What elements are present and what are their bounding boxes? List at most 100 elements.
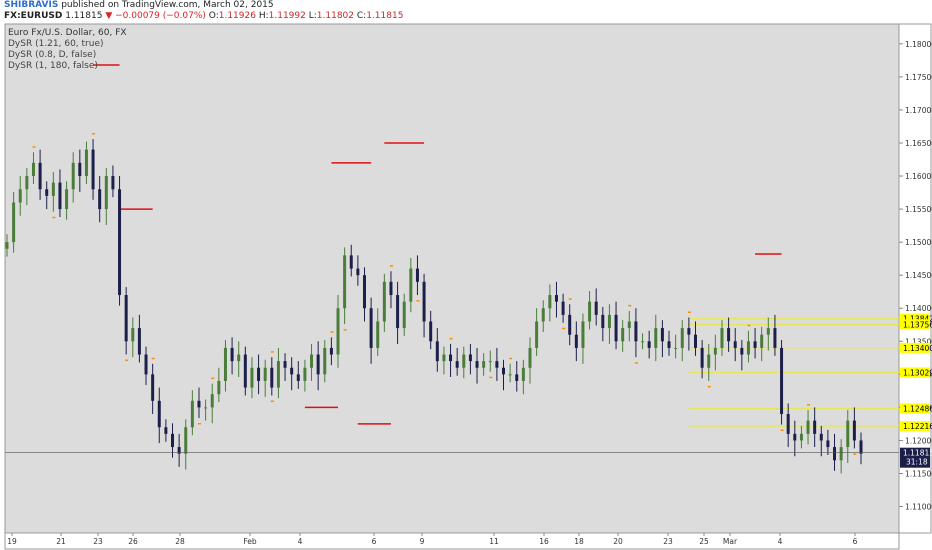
high-value: 1.11992 <box>268 11 306 21</box>
sr-price-label: 1.13400 <box>903 344 932 353</box>
y-tick-label: 1.14000 <box>905 304 932 313</box>
y-tick-label: 1.11000 <box>905 503 932 512</box>
level-dot <box>853 453 857 455</box>
candle-body <box>561 301 565 315</box>
symbol-label: FX:EURUSD <box>4 11 63 21</box>
candle-body <box>151 374 155 401</box>
sr-price-label: 1.13756 <box>903 320 932 329</box>
legend-study-2[interactable]: DySR (0.8, D, false) <box>8 50 97 60</box>
level-dot <box>92 133 96 135</box>
sr-price-label: 1.13842 <box>903 315 932 324</box>
author-name[interactable]: SHIBRAVIS <box>4 0 59 10</box>
candle-body <box>84 149 88 177</box>
candle-body <box>184 427 188 454</box>
candle-body <box>429 321 433 342</box>
candle-body <box>548 295 552 309</box>
candle-body <box>713 347 717 355</box>
x-tick-label: 6 <box>853 537 858 546</box>
candle-body <box>31 162 35 177</box>
plot-area[interactable] <box>4 23 900 534</box>
candle-body <box>502 367 506 375</box>
candle-body <box>455 361 459 368</box>
candle-body <box>78 162 82 177</box>
candle-body <box>71 162 75 190</box>
candle-body <box>700 347 704 368</box>
candle-body <box>336 308 340 355</box>
candle-body <box>270 367 274 388</box>
y-tick-label: 1.16500 <box>905 139 932 148</box>
y-tick-label: 1.17000 <box>905 106 932 115</box>
candle-body <box>329 347 333 355</box>
candle-body <box>766 328 770 335</box>
candle-body <box>65 189 69 210</box>
level-dot <box>687 311 691 314</box>
x-tick-label: 4 <box>778 537 783 546</box>
candle-body <box>382 281 386 322</box>
level-dot <box>32 146 36 148</box>
candle-body <box>720 328 724 348</box>
candle-body <box>118 189 122 296</box>
candle-body <box>164 427 168 434</box>
candle-body <box>839 447 843 461</box>
level-dot <box>707 385 711 388</box>
high-label: H: <box>258 11 269 21</box>
legend-title: Euro Fx/U.S. Dollar, 60, FX <box>8 28 127 38</box>
legend-study-1[interactable]: DySR (1.21, 60, true) <box>8 39 104 49</box>
candle-body <box>250 367 254 388</box>
x-tick-label: 25 <box>699 537 709 546</box>
candle-body <box>402 301 406 329</box>
candle-body <box>614 314 618 342</box>
level-dot <box>343 329 347 331</box>
candle-body <box>594 301 598 315</box>
low-value: 1.11802 <box>316 11 354 21</box>
candle-body <box>137 328 141 355</box>
candle-body <box>51 182 55 196</box>
candle-body <box>310 354 314 368</box>
y-tick-label: 1.14500 <box>905 271 932 280</box>
level-dot <box>562 327 566 330</box>
last-price: 1.11815 <box>65 11 103 21</box>
candle-body <box>343 255 347 309</box>
chart-header: SHIBRAVIS published on TradingView.com, … <box>4 0 924 24</box>
candle-body <box>356 268 360 276</box>
candle-body <box>104 176 108 210</box>
candle-body <box>793 433 797 441</box>
candle-body <box>753 341 757 348</box>
level-dot <box>270 351 274 353</box>
candle-body <box>846 420 850 448</box>
candle-body <box>680 328 684 348</box>
x-tick-label: 21 <box>56 537 66 546</box>
candle-body <box>521 367 525 381</box>
candle-body <box>449 354 453 362</box>
candle-body <box>38 162 42 190</box>
x-tick-label: 20 <box>613 537 623 546</box>
x-tick-label: Mar <box>723 537 738 546</box>
candle-body <box>45 189 49 196</box>
y-tick-label: 1.15000 <box>905 238 932 247</box>
candle-body <box>799 433 803 441</box>
sr-price-label: 1.12216 <box>903 422 932 431</box>
candle-body <box>508 374 512 376</box>
candle-body <box>859 440 863 454</box>
candle-body <box>773 328 777 348</box>
candle-body <box>396 295 400 329</box>
candle-body <box>223 347 227 381</box>
candle-body <box>693 334 697 348</box>
candle-body <box>621 328 625 342</box>
candle-body <box>237 354 241 362</box>
candle-body <box>647 341 651 348</box>
candle-body <box>660 328 664 342</box>
candle-body <box>204 407 208 409</box>
candle-body <box>230 347 234 362</box>
candle-body <box>190 400 194 428</box>
candle-body <box>468 354 472 362</box>
x-tick-label: 11 <box>489 537 499 546</box>
time-axis[interactable] <box>4 532 900 550</box>
candle-body <box>574 334 578 348</box>
y-tick-label: 1.11500 <box>905 470 932 479</box>
legend-study-3[interactable]: DySR (1, 180, false) <box>8 61 98 71</box>
quote-line: FX:EURUSD 1.11815 ▼ −0.00079 (−0.07%) O:… <box>4 11 924 22</box>
x-tick-label: 4 <box>298 537 303 546</box>
y-tick-label: 1.15500 <box>905 205 932 214</box>
